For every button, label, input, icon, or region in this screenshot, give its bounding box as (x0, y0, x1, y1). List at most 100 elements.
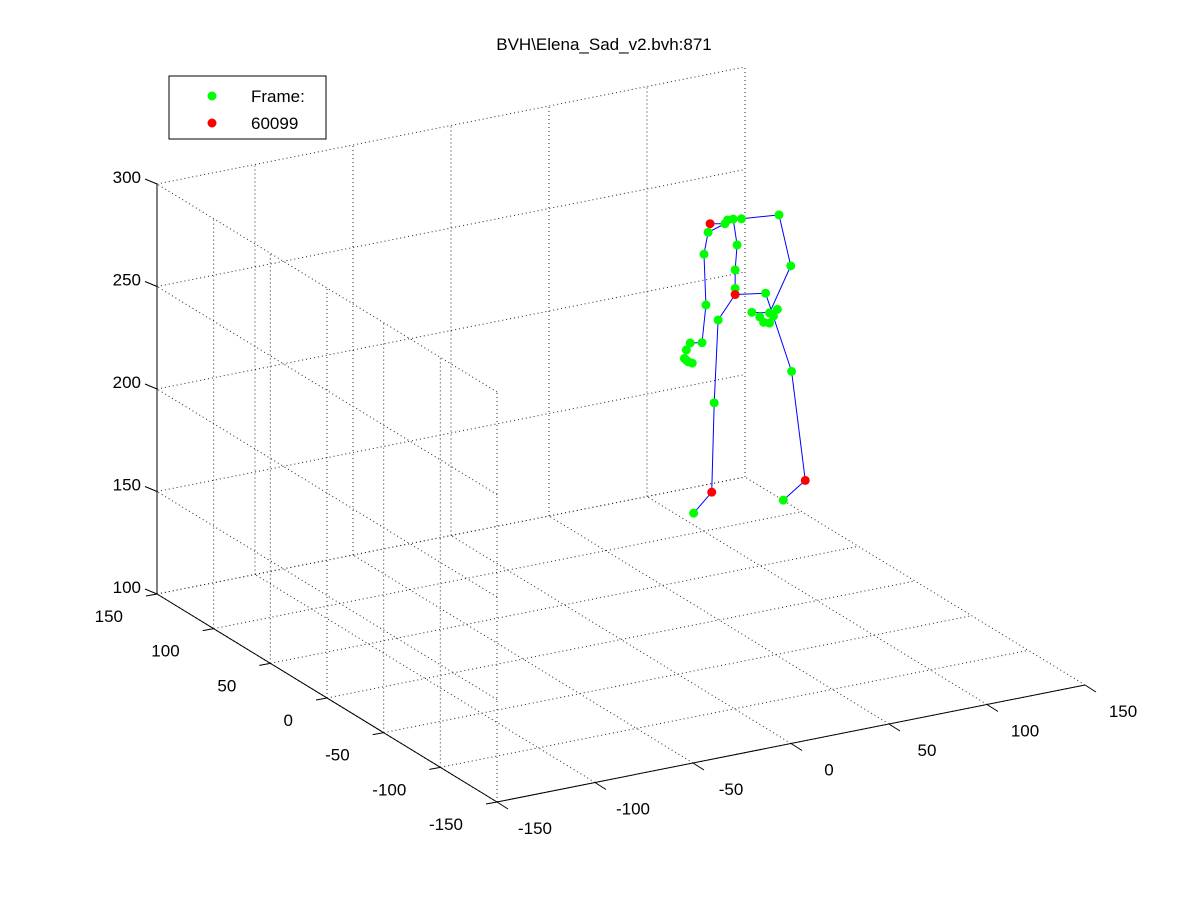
joint-marker (699, 249, 709, 259)
y-tick-mark (145, 593, 158, 597)
x-tick-mark (496, 801, 509, 810)
y-tick-label: 50 (217, 676, 236, 695)
joint-marker (685, 338, 695, 348)
y-tick-mark (429, 766, 441, 770)
x-tick-label: -100 (616, 800, 650, 819)
chart-title: BVH\Elena_Sad_v2.bvh:871 (496, 35, 712, 54)
x-tick-label: -150 (518, 819, 552, 838)
joint-marker-highlight (730, 290, 740, 300)
z-tick-mark (144, 178, 158, 185)
skeleton-bone (713, 320, 719, 403)
z-tick-label: 250 (113, 271, 141, 290)
legend-marker-frame (207, 91, 217, 101)
skeleton-bone (701, 304, 707, 343)
y-tick-label: 150 (95, 607, 123, 626)
skeleton-bone (735, 292, 766, 296)
ticks-layer: -150 -100 -50 0 50 100 150 -150 -100 -50 0 50 100 150… (95, 168, 1138, 838)
floor-gridline-x (352, 554, 694, 764)
floor-gridline-x (254, 574, 596, 783)
legend: Frame: 60099 (168, 75, 327, 140)
z-tick-label: 150 (113, 476, 141, 495)
joint-marker-highlight (707, 487, 717, 497)
y-tick-label: -50 (325, 746, 350, 765)
skeleton-bone (765, 293, 793, 372)
joint-marker (772, 304, 782, 314)
joint-marker (778, 495, 788, 505)
y-tick-mark (202, 628, 214, 632)
x-tick-mark (692, 762, 705, 771)
x-tick-label: -50 (719, 780, 744, 799)
y-tick-label: -150 (429, 815, 463, 834)
z-tick-mark (144, 383, 158, 390)
joint-marker (687, 358, 697, 368)
joint-marker (786, 261, 796, 271)
joint-marker (697, 338, 707, 348)
joints-layer (679, 210, 810, 518)
joint-marker (774, 210, 784, 220)
joint-marker (713, 315, 723, 325)
x-tick-label: 100 (1011, 722, 1039, 741)
x-tick-label: 50 (918, 741, 937, 760)
floor-gridline-x (450, 535, 792, 744)
skeleton-bone (782, 480, 806, 501)
x-tick-mark (1084, 684, 1097, 693)
skeleton-bone (703, 254, 707, 306)
y-tick-mark (485, 801, 498, 805)
x-tick-mark (888, 723, 901, 732)
joint-marker (701, 300, 711, 310)
joint-marker (787, 366, 797, 376)
floor-gridline-x (646, 496, 988, 705)
joint-marker (732, 240, 742, 250)
z-tick-mark (144, 588, 158, 595)
legend-label-number: 60099 (251, 114, 298, 133)
floor-gridline-x (744, 476, 1086, 686)
joint-marker (681, 345, 691, 355)
x-tick-mark (790, 743, 803, 751)
y-tick-mark (259, 662, 271, 666)
y-tick-label: 0 (284, 711, 293, 730)
legend-marker-number (207, 118, 217, 128)
joint-marker-highlight (705, 219, 715, 229)
joint-marker (737, 214, 747, 224)
skeleton-bone (711, 402, 715, 493)
joint-marker (765, 318, 775, 328)
y-tick-label: 100 (151, 642, 179, 661)
skeleton-bone (741, 214, 780, 220)
side-wall-gridline-z (156, 491, 498, 700)
skeleton-bone (778, 214, 792, 266)
joint-marker (768, 311, 778, 321)
joint-marker-highlight (800, 475, 810, 485)
x-tick-label: 150 (1109, 702, 1137, 721)
y-tick-mark (372, 732, 384, 736)
joint-marker (761, 288, 771, 298)
skeleton-bone (717, 294, 736, 321)
joint-marker (747, 307, 757, 317)
skeleton-bone (769, 265, 792, 314)
y-tick-mark (315, 697, 328, 701)
joint-marker (709, 398, 719, 408)
x-tick-mark (986, 704, 999, 712)
floor-gridline-x (548, 515, 890, 725)
legend-label-frame: Frame: (251, 87, 305, 106)
y-tick-label: -100 (372, 780, 406, 799)
joint-marker (703, 227, 713, 237)
skeleton-bone (791, 371, 806, 481)
x-tick-label: 0 (824, 761, 833, 780)
joint-marker (689, 508, 699, 518)
side-wall-gridline-z (156, 286, 498, 495)
side-wall-gridline-z (156, 183, 498, 393)
legend-box (168, 75, 327, 140)
z-tick-label: 300 (113, 168, 141, 187)
x-tick-mark (594, 782, 607, 790)
joint-marker (728, 214, 738, 224)
z-tick-label: 200 (113, 373, 141, 392)
skeleton-bone (693, 491, 713, 514)
z-tick-mark (144, 486, 158, 492)
side-wall-gridline-z (156, 388, 498, 598)
joint-marker (730, 265, 740, 275)
joint-marker (730, 283, 740, 293)
z-tick-mark (144, 281, 158, 287)
z-tick-label: 100 (113, 578, 141, 597)
